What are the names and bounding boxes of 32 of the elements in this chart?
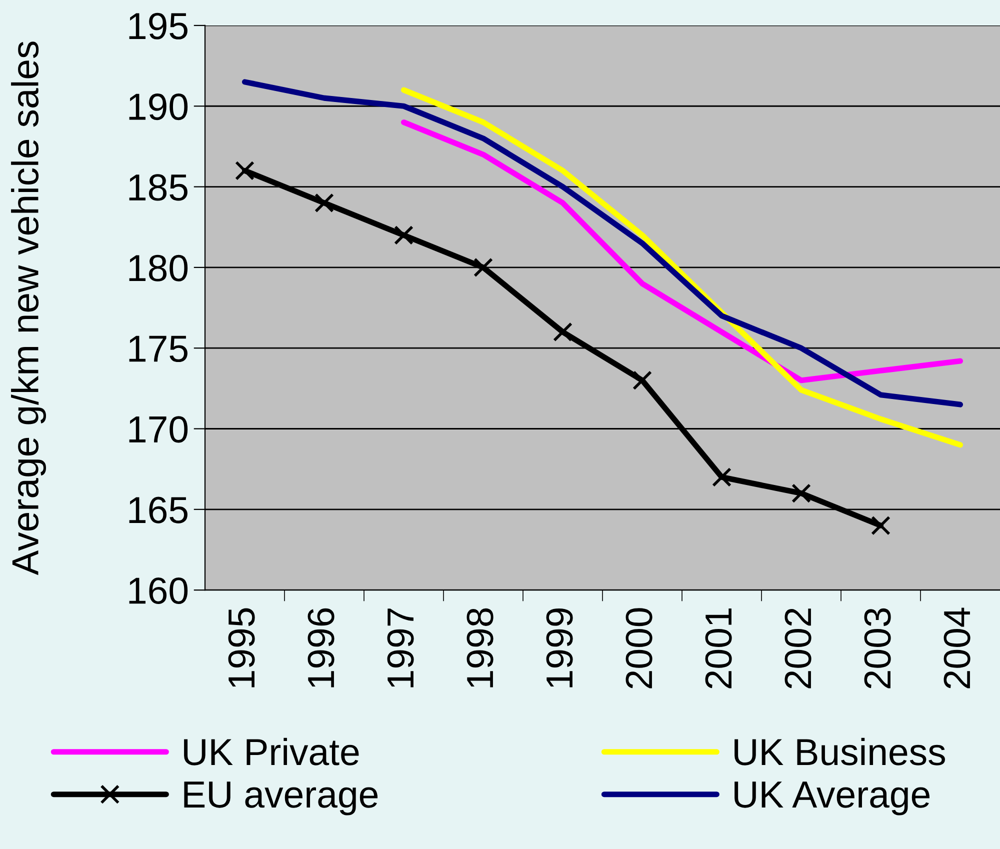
point	[235, 160, 254, 180]
y-tick-label: 170	[129, 416, 188, 443]
point	[712, 467, 732, 487]
y-tick-label: 185	[129, 174, 188, 201]
point	[871, 516, 890, 536]
x-tick-label: 2001	[705, 608, 732, 688]
x-tick-label: 1996	[308, 608, 334, 688]
point	[632, 370, 652, 390]
point	[474, 258, 493, 278]
y-tick-label: 165	[129, 496, 188, 524]
x-tick-label: 1999	[546, 608, 573, 688]
y-tick-label: 190	[129, 94, 188, 120]
y-axis-title: Average g/km new vehicle sales	[11, 42, 46, 576]
y-tick-label: 175	[129, 336, 188, 362]
point	[553, 322, 572, 342]
legend-label: UK Private	[184, 738, 359, 766]
point	[314, 193, 334, 213]
x-tick-label: 2004	[944, 608, 970, 688]
point	[792, 484, 811, 503]
x-tick-label: 2000	[626, 608, 652, 688]
point	[394, 225, 414, 245]
x-tick-label: 1998	[466, 608, 494, 688]
legend-label: EU average	[184, 782, 378, 816]
legend-label: UK Average	[734, 782, 930, 816]
legend-label: UK Business	[734, 738, 945, 766]
x-tick-label: 1997	[387, 608, 414, 688]
x-tick-label: 1995	[228, 608, 255, 688]
y-tick-label: 180	[129, 254, 188, 282]
x-tick-label: 2003	[864, 608, 891, 688]
x-tick-label: 2002	[784, 608, 812, 688]
y-tick-label: 195	[129, 12, 188, 40]
y-tick-label: 160	[129, 577, 188, 604]
